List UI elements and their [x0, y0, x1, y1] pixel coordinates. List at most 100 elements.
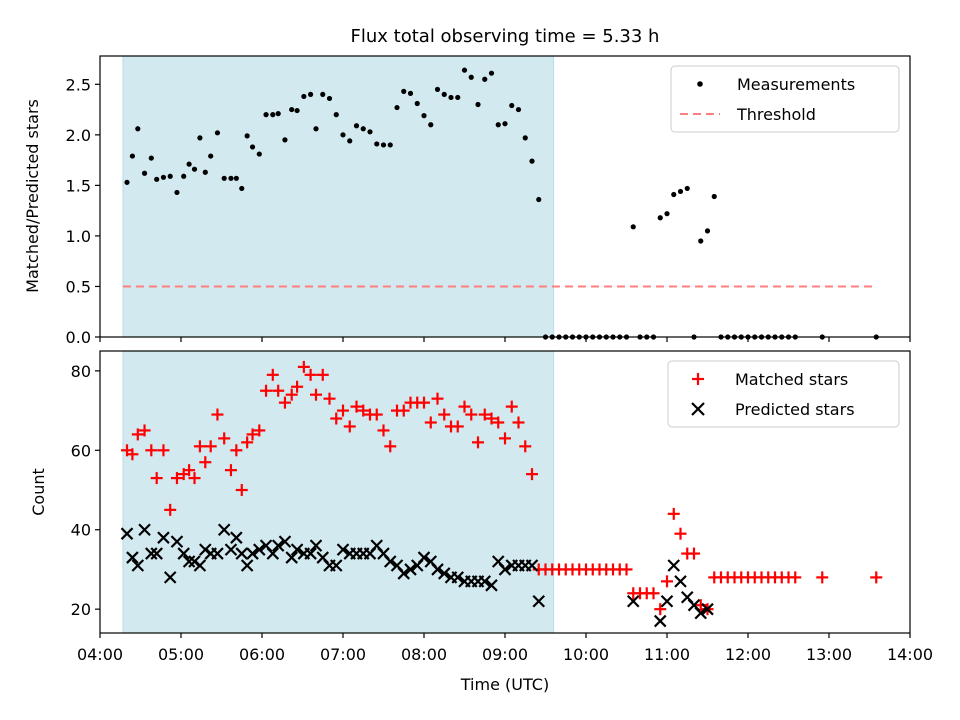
matched-star-point [816, 571, 829, 584]
matched-star-point [316, 368, 329, 381]
matched-star-point [241, 436, 254, 449]
predicted-star-point [329, 559, 343, 572]
measurement-point [711, 193, 717, 200]
bottom-legend: Matched stars Predicted stars [667, 360, 900, 428]
measurement-point [353, 123, 360, 129]
predicted-star-point [278, 535, 292, 548]
matched-star-point [188, 472, 201, 485]
measurement-point [174, 189, 180, 196]
measurement-point [186, 161, 192, 167]
x-tick-label: 10:00 [563, 645, 609, 664]
measurement-point [536, 196, 542, 203]
measurement-point [197, 135, 203, 141]
matched-star-point [138, 424, 151, 437]
x-tick-label: 12:00 [725, 645, 771, 664]
matched-star-point [310, 388, 322, 401]
matched-star-point [397, 404, 410, 417]
predicted-star-point [131, 559, 145, 572]
predicted-star-point [230, 531, 243, 544]
bottom-y-axis-ticks: 20 40 60 80 [71, 362, 100, 619]
measurement-point [455, 94, 461, 101]
matched-star-point [519, 440, 532, 453]
measurement-point [282, 137, 288, 143]
matched-star-point [667, 507, 680, 520]
predicted-star-point [193, 559, 207, 572]
matched-star-point [505, 400, 518, 413]
measurement-point [387, 142, 393, 148]
predicted-star-point [498, 563, 512, 576]
matched-star-point [424, 416, 437, 429]
measurement-point [181, 173, 187, 179]
matched-star-point [260, 384, 273, 397]
matched-star-point [323, 392, 336, 405]
measurement-point [244, 133, 250, 139]
top-legend-box [670, 65, 900, 133]
y-tick-label: 2.0 [66, 126, 91, 145]
x-axis-label: Time (UTC) [460, 675, 549, 694]
predicted-star-point [246, 547, 259, 560]
predicted-star-point [253, 543, 266, 556]
x-tick-label: 07:00 [320, 645, 366, 664]
matched-star-point [150, 472, 163, 485]
measurement-point [313, 126, 319, 132]
measurement-point [488, 70, 495, 76]
measurement-point [495, 122, 501, 128]
matched-star-point [170, 472, 183, 485]
measurement-point [522, 135, 528, 141]
measurement-point [671, 191, 677, 198]
predicted-star-point [701, 602, 714, 616]
matched-star-point [266, 368, 279, 381]
predicted-star-point [478, 575, 492, 588]
matched-star-point [145, 444, 158, 457]
matched-star-point [870, 571, 883, 584]
matched-star-point [674, 527, 687, 540]
y-tick-label: 1.5 [66, 176, 91, 195]
matched-star-point [343, 420, 356, 433]
measurement-point [515, 106, 522, 113]
matched-star-point [297, 360, 310, 373]
predicted-star-point [694, 606, 708, 620]
predicted-star-point [404, 563, 417, 576]
predicted-star-point [271, 539, 285, 552]
measurement-point [482, 76, 488, 82]
measurement-point [421, 113, 427, 119]
matched-star-point [291, 380, 304, 393]
measurement-point [148, 155, 154, 161]
measurement-point [502, 121, 508, 127]
matched-star-point [235, 484, 248, 497]
predicted-star-point [138, 523, 151, 537]
predicted-star-point [224, 543, 238, 556]
matched-star-point [478, 408, 491, 421]
bottom-legend-box [667, 360, 900, 428]
matched-star-point [526, 468, 538, 481]
matched-star-point [492, 416, 505, 429]
matched-star-point [620, 563, 633, 576]
measurement-point [468, 74, 474, 80]
predicted-star-point [417, 551, 431, 564]
legend-matched-label: Matched stars [735, 370, 848, 389]
measurement-point [448, 94, 454, 101]
measurement-point [294, 107, 300, 114]
predicted-star-point [437, 567, 451, 580]
top-legend: Measurements Threshold [670, 65, 900, 133]
measurement-point [135, 126, 141, 132]
top-y-axis-ticks: 0.0 0.5 1.0 1.5 2.0 2.5 [66, 75, 100, 347]
measurement-point [704, 228, 711, 234]
predicted-star-point [163, 571, 177, 584]
top-x-axis-ticks [99, 337, 911, 342]
matched-stars-series [121, 360, 883, 616]
x-tick-label: 05:00 [158, 645, 204, 664]
matched-star-point [218, 432, 231, 445]
matched-star-point [164, 503, 177, 516]
bottom-y-axis-label: Count [29, 468, 48, 516]
measurement-point [228, 175, 234, 181]
matched-star-point [272, 384, 285, 397]
predicted-star-point [240, 559, 254, 572]
matched-star-point [465, 408, 478, 421]
predicted-star-point [532, 594, 546, 608]
x-tick-label: 04:00 [77, 645, 123, 664]
y-tick-label: 0.5 [66, 277, 91, 296]
measurements-legend-marker [697, 81, 703, 87]
predicted-star-point [217, 523, 231, 537]
matched-star-point [499, 432, 511, 445]
